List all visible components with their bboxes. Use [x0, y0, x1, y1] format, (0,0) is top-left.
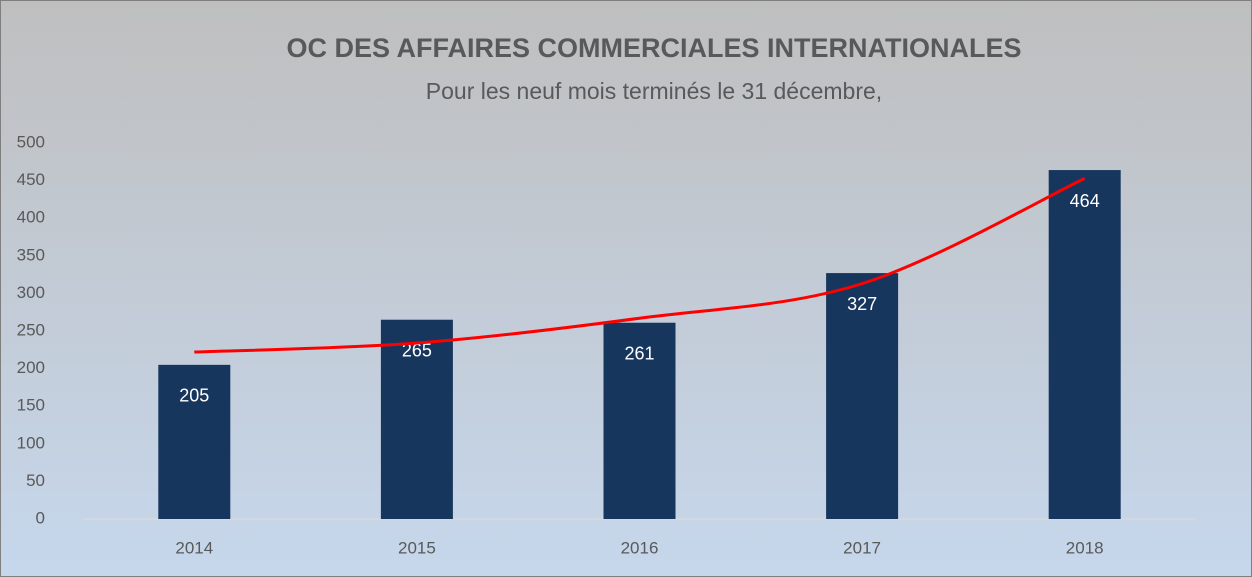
y-tick-label: 50 — [26, 471, 45, 490]
bar — [380, 319, 453, 519]
x-tick-label: 2015 — [398, 538, 436, 557]
y-tick-label: 200 — [17, 358, 45, 377]
x-tick-label: 2014 — [175, 538, 213, 557]
y-tick-label: 350 — [17, 245, 45, 264]
y-tick-label: 150 — [17, 396, 45, 415]
y-tick-label: 100 — [17, 433, 45, 452]
x-tick-label: 2017 — [843, 538, 881, 557]
x-tick-label: 2016 — [621, 538, 659, 557]
y-tick-label: 400 — [17, 208, 45, 227]
value-label: 261 — [624, 343, 654, 363]
y-tick-label: 0 — [36, 508, 45, 527]
chart-subtitle: Pour les neuf mois terminés le 31 décemb… — [426, 78, 882, 104]
bar — [1048, 170, 1121, 519]
bar — [158, 364, 231, 519]
x-tick-label: 2018 — [1066, 538, 1104, 557]
y-tick-label: 450 — [17, 170, 45, 189]
bar — [603, 322, 676, 519]
y-tick-label: 500 — [17, 132, 45, 151]
chart-title: OC DES AFFAIRES COMMERCIALES INTERNATION… — [286, 33, 1021, 63]
value-label: 464 — [1070, 191, 1100, 211]
trend-line — [194, 176, 1086, 354]
value-label: 205 — [179, 386, 209, 406]
value-label: 265 — [402, 340, 432, 360]
bar — [826, 273, 899, 519]
y-tick-label: 250 — [17, 320, 45, 339]
y-tick-label: 300 — [17, 283, 45, 302]
value-label: 327 — [847, 294, 877, 314]
